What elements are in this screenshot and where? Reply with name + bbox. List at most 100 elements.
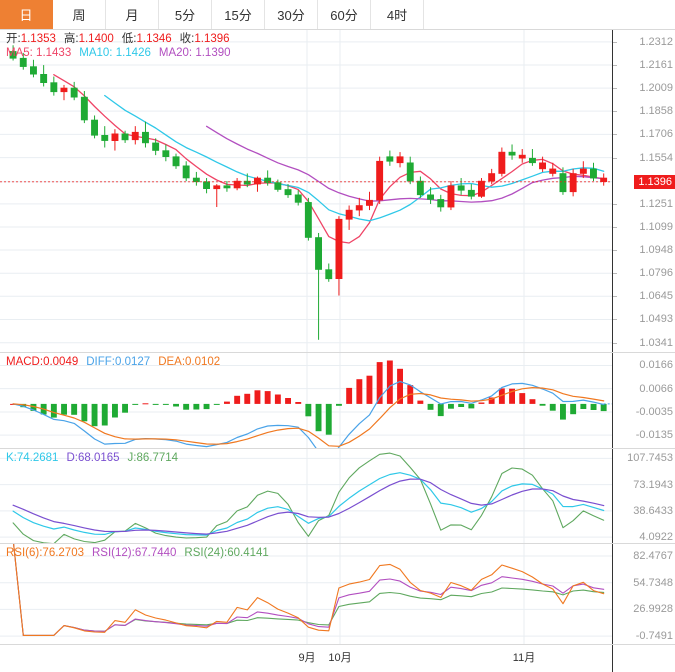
- kdj-tick-label: 4.0922: [639, 531, 673, 544]
- candle: [457, 178, 465, 195]
- macd-bar: [386, 360, 393, 404]
- price-tick-mark: [613, 319, 617, 321]
- tabbar-filler: [424, 0, 675, 29]
- kdj-panel[interactable]: K:74.2681 D:68.0165 J:86.7714 107.7453 73.1…: [0, 448, 675, 544]
- candle: [284, 184, 292, 198]
- tab-月[interactable]: 月: [106, 0, 159, 29]
- macd-bar: [112, 403, 118, 418]
- candle: [427, 187, 434, 204]
- kdj-canvas[interactable]: [0, 449, 613, 544]
- price-axis-divider: [612, 30, 613, 352]
- kdj-tick-label: 73.1943: [633, 478, 673, 491]
- candle: [101, 126, 109, 148]
- candle: [121, 130, 129, 143]
- tab-日[interactable]: 日: [0, 0, 53, 29]
- price-tick-mark: [613, 111, 617, 113]
- tab-15分[interactable]: 15分: [212, 0, 265, 29]
- rsi-tick-label: -0.7491: [635, 630, 673, 643]
- macd-tick-label: -0.0035: [635, 405, 673, 418]
- price-tick-label: 1.0796: [639, 267, 673, 280]
- tab-周[interactable]: 周: [53, 0, 106, 29]
- candle: [254, 176, 261, 192]
- candle: [152, 138, 160, 156]
- candle: [203, 178, 210, 194]
- candle: [467, 184, 475, 200]
- price-tick-mark: [613, 41, 617, 43]
- macd-bar: [346, 387, 353, 404]
- candle: [142, 121, 149, 148]
- macd-bar: [376, 362, 383, 404]
- macd-axis-labels: 0.0166 0.0066 -0.0035 -0.0135: [613, 353, 675, 448]
- macd-bar: [305, 403, 312, 417]
- candle: [600, 173, 608, 186]
- candle: [172, 153, 180, 169]
- macd-bar: [50, 403, 57, 418]
- price-tick-mark: [613, 203, 617, 205]
- rsi-panel[interactable]: RSI(6):76.2703 RSI(12):67.7440 RSI(24):60.…: [0, 543, 675, 645]
- macd-bar: [570, 403, 577, 415]
- kdj-tick-label: 107.7453: [627, 452, 673, 465]
- macd-canvas[interactable]: [0, 353, 613, 449]
- candle: [447, 181, 455, 211]
- macd-tick-label: 0.0166: [639, 359, 673, 372]
- macd-bar: [61, 403, 67, 415]
- price-chart-panel[interactable]: 开:1.1353 高:1.1400 低:1.1346 收:1.1396 MA5: 1.…: [0, 30, 675, 352]
- macd-bar: [498, 388, 505, 404]
- macd-bar: [30, 403, 37, 411]
- price-tick-mark: [613, 250, 617, 252]
- candle: [162, 144, 170, 162]
- macd-bar: [580, 403, 587, 409]
- macd-bar: [132, 403, 139, 405]
- timeframe-tabbar: 日周月 5分 15分 30分 60分 4时: [0, 0, 675, 30]
- candle: [355, 197, 363, 217]
- candle: [182, 161, 190, 182]
- candle: [406, 156, 414, 185]
- candle: [80, 91, 88, 124]
- price-tick-label: 1.1099: [639, 221, 673, 233]
- candle: [60, 84, 68, 101]
- candle: [365, 191, 373, 211]
- current-price-badge: 1.1396: [634, 174, 675, 189]
- rsi-canvas[interactable]: [0, 544, 613, 645]
- tab-60分[interactable]: 60分: [318, 0, 371, 29]
- tab-5分[interactable]: 5分: [159, 0, 212, 29]
- macd-bar: [397, 368, 403, 404]
- macd-bar: [458, 403, 465, 407]
- kdj-axis-divider: [612, 449, 613, 543]
- macd-bar: [437, 403, 444, 417]
- price-tick-label: 1.0645: [639, 290, 673, 303]
- macd-bar: [315, 403, 322, 432]
- candle: [264, 170, 272, 186]
- macd-tick-label: -0.0135: [635, 429, 673, 442]
- macd-bar: [600, 403, 607, 412]
- macd-bar: [427, 403, 434, 410]
- candlestick-canvas[interactable]: [0, 30, 613, 352]
- time-tick-label: 11月: [512, 652, 536, 664]
- candle: [70, 81, 78, 101]
- candle: [559, 167, 567, 195]
- macd-bar: [224, 401, 230, 404]
- price-tick-label: 1.1554: [639, 151, 673, 164]
- time-tick-label: 10月: [328, 652, 352, 664]
- macd-bar: [274, 394, 281, 404]
- macd-bar: [183, 403, 190, 410]
- candle: [19, 52, 27, 70]
- price-tick-mark: [613, 64, 617, 66]
- price-tick-label: 1.2161: [639, 58, 673, 71]
- price-tick-mark: [613, 273, 617, 275]
- tab-4时[interactable]: 4时: [371, 0, 424, 29]
- macd-bar: [295, 402, 302, 404]
- candle: [396, 152, 404, 168]
- macd-bar: [81, 403, 88, 422]
- price-tick-mark: [613, 88, 617, 90]
- candle: [569, 168, 577, 197]
- macd-bar: [142, 403, 149, 405]
- candle: [528, 149, 536, 166]
- tab-30分[interactable]: 30分: [265, 0, 318, 29]
- macd-panel[interactable]: MACD:0.0049 DIFF:0.0127 DEA:0.0102 0.0166 0…: [0, 352, 675, 449]
- rsi-tick-label: 54.7348: [633, 576, 673, 589]
- macd-bar: [366, 375, 373, 404]
- macd-bar: [71, 403, 78, 415]
- candle: [325, 263, 333, 282]
- candle: [376, 156, 384, 204]
